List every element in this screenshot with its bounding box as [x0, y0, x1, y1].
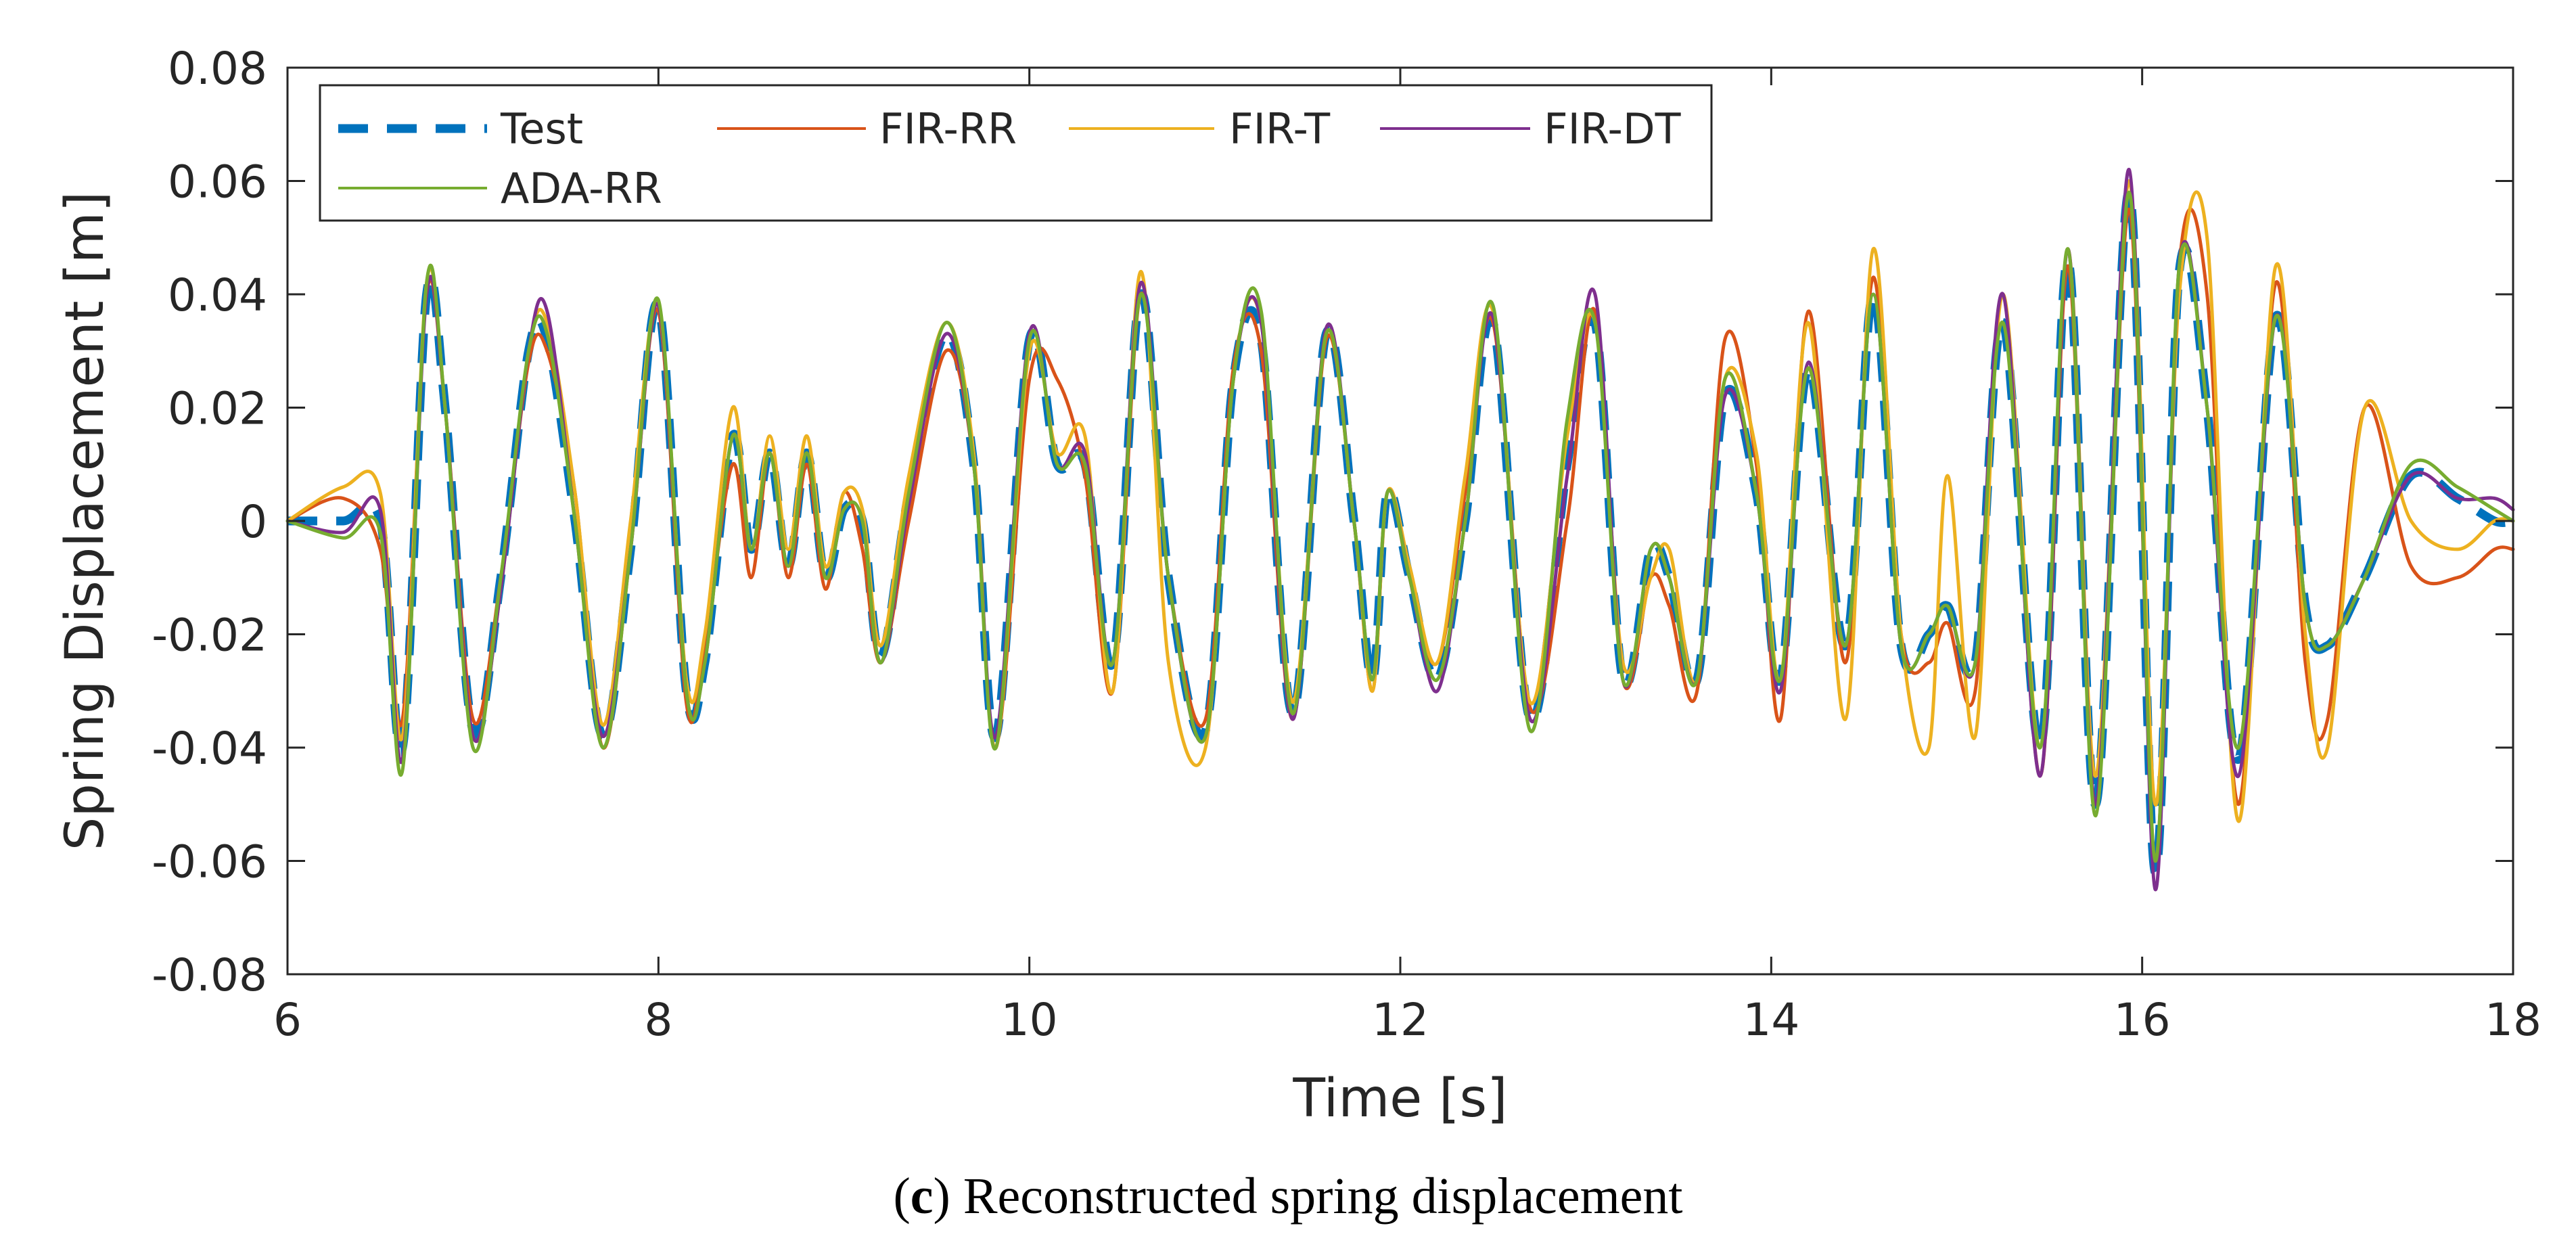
legend-box	[319, 84, 1713, 222]
y-tick-label: 0.08	[168, 43, 267, 95]
x-tick-label: 6	[273, 994, 302, 1046]
caption-letter: c	[910, 1168, 934, 1225]
tick-layer: 6 8 10 12 14 16 18 -0.08 -0.06 -0.04 -0.02 0 0.02 0.0…	[152, 43, 2542, 1046]
x-tick-label: 16	[2114, 994, 2171, 1046]
y-tick-label: 0.04	[168, 269, 267, 321]
legend-label-ada-rr: ADA-RR	[501, 164, 662, 213]
x-tick-label: 8	[644, 994, 672, 1046]
y-tick-label: 0.02	[168, 383, 267, 435]
y-tick-label: -0.06	[152, 836, 267, 888]
legend-label-fir-dt: FIR-DT	[1544, 104, 1682, 154]
legend-label-test: Test	[500, 104, 583, 154]
caption-text: Reconstructed spring displacement	[963, 1168, 1683, 1225]
y-tick-label: -0.02	[152, 610, 267, 662]
x-tick-label: 14	[1743, 994, 1799, 1046]
legend-label-fir-rr: FIR-RR	[879, 104, 1017, 154]
legend: Test FIR-RR FIR-T FIR-DT ADA-RR	[319, 84, 1713, 222]
y-tick-label: 0	[239, 496, 267, 548]
x-tick-label: 18	[2485, 994, 2542, 1046]
figure-caption: (c) Reconstructed spring displacement	[893, 1168, 1683, 1225]
y-tick-label: -0.08	[152, 949, 267, 1001]
x-tick-label: 10	[1001, 994, 1058, 1046]
x-axis-label: Time [s]	[1292, 1068, 1507, 1129]
series-layer	[285, 168, 2515, 891]
y-axis-label: Spring Displacement [m]	[55, 191, 116, 850]
x-tick-label: 12	[1372, 994, 1429, 1046]
y-tick-label: -0.04	[152, 723, 267, 775]
chart: 6 8 10 12 14 16 18 -0.08 -0.06 -0.04 -0.02 0 0.02 0.0…	[55, 43, 2542, 1129]
series-line-ada-rr	[285, 190, 2515, 863]
legend-label-fir-t: FIR-T	[1229, 104, 1331, 154]
y-tick-label: 0.06	[168, 156, 267, 208]
